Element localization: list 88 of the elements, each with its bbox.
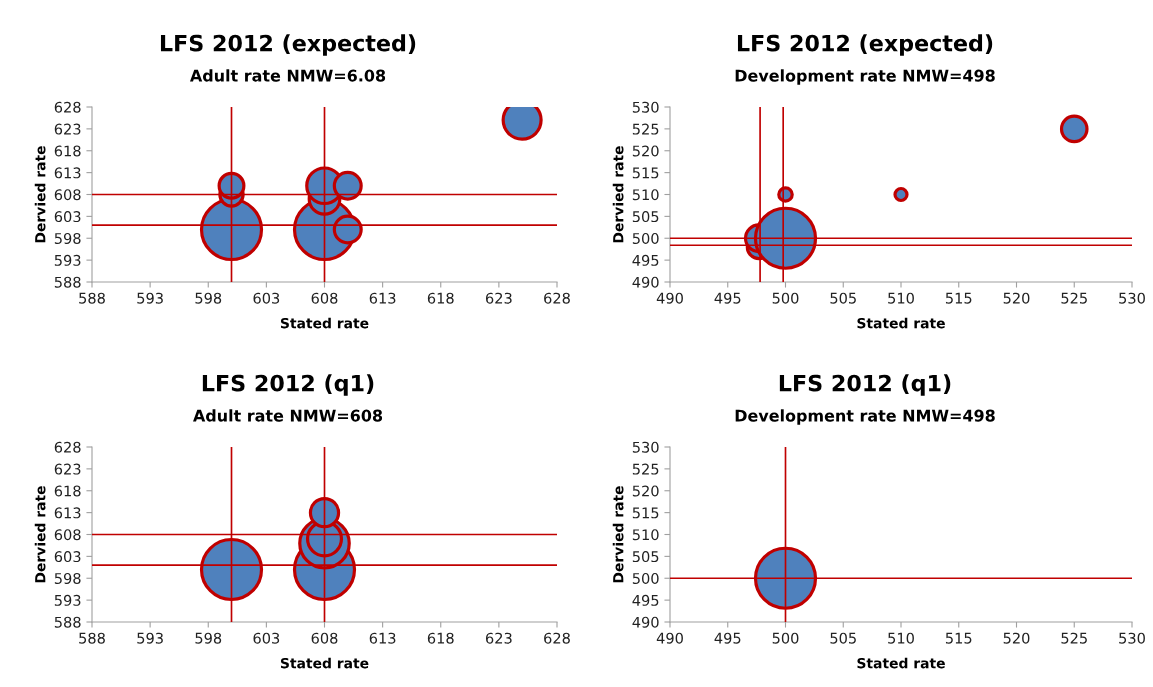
y-tick-label: 505 bbox=[632, 551, 659, 563]
x-tick-label: 490 bbox=[656, 292, 683, 304]
x-tick-label: 525 bbox=[1061, 292, 1087, 304]
y-tick-label: 495 bbox=[632, 254, 659, 266]
x-tick-label: 598 bbox=[195, 632, 222, 644]
y-tick-label: 593 bbox=[54, 254, 81, 266]
y-tick-label: 530 bbox=[632, 101, 659, 113]
x-tick-label: 588 bbox=[79, 632, 105, 644]
x-axis-title: Stated rate bbox=[280, 317, 369, 329]
x-tick-label: 515 bbox=[945, 632, 972, 644]
chart-title: LFS 2012 (expected) bbox=[160, 34, 416, 56]
y-tick-label: 490 bbox=[632, 276, 659, 288]
x-tick-label: 505 bbox=[830, 632, 856, 644]
y-tick-label: 623 bbox=[54, 123, 81, 135]
x-tick-label: 613 bbox=[369, 632, 396, 644]
x-axis-title: Stated rate bbox=[857, 317, 945, 329]
y-axis-title: Dervied rate bbox=[34, 486, 46, 583]
x-axis-title: Stated rate bbox=[280, 657, 369, 669]
x-tick-label: 593 bbox=[137, 292, 163, 304]
y-tick-label: 520 bbox=[632, 145, 659, 157]
chart-subtitle: Adult rate NMW=608 bbox=[193, 409, 383, 422]
x-tick-label: 623 bbox=[485, 292, 512, 304]
x-tick-label: 505 bbox=[830, 292, 856, 304]
x-tick-label: 588 bbox=[79, 292, 105, 304]
y-tick-label: 613 bbox=[54, 167, 81, 179]
x-tick-label: 500 bbox=[772, 632, 799, 644]
chart-title: LFS 2012 (expected) bbox=[737, 34, 993, 56]
y-tick-label: 510 bbox=[632, 189, 659, 201]
x-tick-label: 490 bbox=[656, 632, 683, 644]
y-tick-label: 603 bbox=[54, 211, 81, 223]
y-tick-label: 628 bbox=[54, 101, 81, 113]
y-tick-label: 510 bbox=[632, 529, 659, 541]
y-tick-label: 593 bbox=[54, 594, 81, 606]
x-tick-label: 608 bbox=[311, 292, 338, 304]
chart-subtitle: Development rate NMW=498 bbox=[735, 69, 995, 85]
y-tick-label: 588 bbox=[54, 276, 81, 288]
x-tick-label: 603 bbox=[253, 632, 280, 644]
x-tick-label: 520 bbox=[1003, 292, 1030, 304]
y-tick-label: 500 bbox=[632, 232, 659, 244]
chart-title: LFS 2012 (q1) bbox=[779, 374, 951, 396]
y-tick-label: 505 bbox=[632, 211, 659, 223]
x-axis-title: Stated rate bbox=[857, 657, 945, 669]
x-tick-label: 525 bbox=[1061, 632, 1087, 644]
x-tick-label: 608 bbox=[311, 632, 338, 644]
y-tick-label: 628 bbox=[54, 441, 81, 453]
y-tick-label: 613 bbox=[54, 507, 81, 519]
y-tick-label: 603 bbox=[54, 551, 81, 563]
y-tick-label: 588 bbox=[54, 616, 81, 628]
chart-title: LFS 2012 (q1) bbox=[202, 374, 374, 396]
y-tick-label: 515 bbox=[632, 507, 659, 519]
x-tick-label: 593 bbox=[137, 632, 163, 644]
chart-subtitle: Development rate NMW=498 bbox=[735, 409, 995, 425]
x-tick-label: 623 bbox=[485, 632, 512, 644]
y-axis-title: Dervied rate bbox=[612, 486, 624, 583]
y-tick-label: 495 bbox=[632, 594, 659, 606]
x-tick-label: 598 bbox=[195, 292, 222, 304]
y-tick-label: 520 bbox=[632, 485, 659, 497]
x-tick-label: 530 bbox=[1119, 632, 1145, 644]
x-tick-label: 495 bbox=[714, 292, 741, 304]
x-tick-label: 520 bbox=[1003, 632, 1030, 644]
y-axis-title: Dervied rate bbox=[34, 146, 46, 243]
y-tick-label: 608 bbox=[54, 529, 81, 541]
y-tick-label: 618 bbox=[54, 485, 81, 497]
x-tick-label: 613 bbox=[369, 292, 396, 304]
y-tick-label: 623 bbox=[54, 463, 81, 475]
x-tick-label: 618 bbox=[427, 292, 454, 304]
y-tick-label: 618 bbox=[54, 145, 81, 157]
chart-subtitle: Adult rate NMW=6.08 bbox=[189, 69, 386, 82]
x-tick-label: 510 bbox=[888, 632, 914, 644]
x-tick-label: 628 bbox=[544, 292, 570, 304]
x-tick-label: 618 bbox=[427, 632, 454, 644]
y-tick-label: 608 bbox=[54, 189, 81, 201]
y-tick-label: 530 bbox=[632, 441, 659, 453]
x-tick-label: 500 bbox=[772, 292, 799, 304]
x-tick-label: 628 bbox=[544, 632, 570, 644]
x-tick-label: 510 bbox=[888, 292, 914, 304]
x-tick-label: 530 bbox=[1119, 292, 1145, 304]
y-tick-label: 525 bbox=[632, 463, 659, 475]
x-tick-label: 603 bbox=[253, 292, 280, 304]
y-tick-label: 515 bbox=[632, 167, 659, 179]
y-tick-label: 598 bbox=[54, 232, 81, 244]
x-tick-label: 515 bbox=[945, 292, 972, 304]
y-axis-title: Dervied rate bbox=[612, 146, 624, 243]
x-tick-label: 495 bbox=[714, 632, 741, 644]
y-tick-label: 490 bbox=[632, 616, 659, 628]
y-tick-label: 500 bbox=[632, 572, 659, 584]
y-tick-label: 525 bbox=[632, 123, 659, 135]
y-tick-label: 598 bbox=[54, 572, 81, 584]
